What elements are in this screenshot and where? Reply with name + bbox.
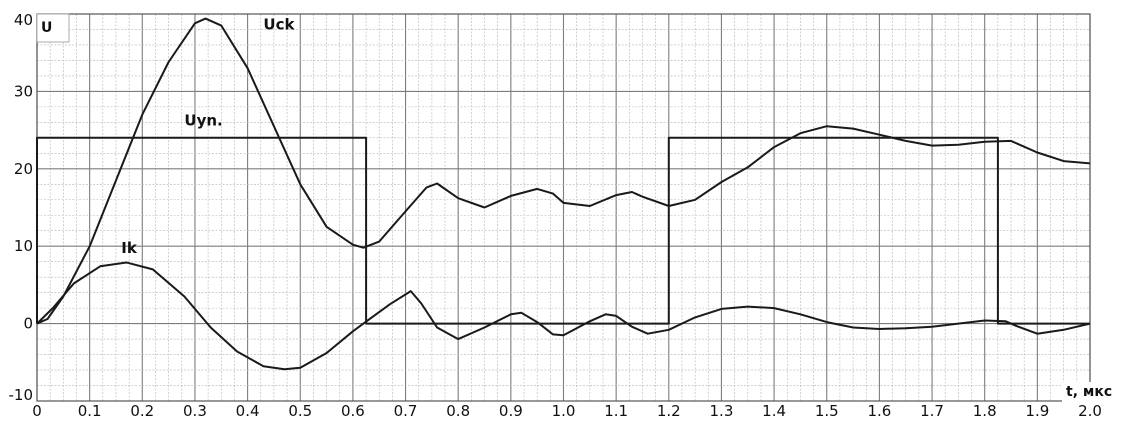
x-tick-label: 1.1 <box>604 402 628 420</box>
x-tick-label: 0.5 <box>288 402 312 420</box>
series-layer <box>36 17 1091 371</box>
x-tick-label: 1.3 <box>710 402 734 420</box>
y-tick-label: -10 <box>9 386 34 404</box>
series-labels: Uck Uyn. Ik <box>121 15 295 257</box>
grid <box>36 13 1091 402</box>
y-tick-label: 10 <box>14 237 33 255</box>
y-tick-label: 30 <box>14 82 33 100</box>
x-tick-label: 1.7 <box>920 402 944 420</box>
y-label-box <box>36 13 70 43</box>
y-tick-label: 20 <box>14 160 33 178</box>
y-tick-label: 40 <box>14 11 33 29</box>
x-tick-label: 0.9 <box>499 402 523 420</box>
x-tick-label: 0.3 <box>183 402 207 420</box>
x-tick-label: 0.6 <box>341 402 365 420</box>
x-tick-label: 1.0 <box>552 402 576 420</box>
x-tick-label: 1.2 <box>657 402 681 420</box>
y-axis-label: U <box>41 20 52 36</box>
x-tick-label: 0.4 <box>236 402 260 420</box>
y-tick-labels: -10 0 10 20 30 40 <box>9 11 34 404</box>
y-tick-label: 0 <box>23 315 33 333</box>
series-label-uyn: Uyn. <box>184 111 222 129</box>
x-axis-label: t, мкс <box>1066 384 1112 400</box>
series-label-uck: Uck <box>263 15 295 33</box>
x-tick-label: 1.4 <box>762 402 786 420</box>
x-tick-label: 2.0 <box>1078 402 1102 420</box>
x-tick-label: 1.8 <box>973 402 997 420</box>
series-line-uyn <box>36 136 1090 325</box>
series-line-ik <box>36 261 1091 371</box>
x-tick-label: 0.7 <box>394 402 418 420</box>
x-tick-label: 1.6 <box>867 402 891 420</box>
x-tick-label: 0.2 <box>130 402 154 420</box>
x-label-box <box>1062 382 1134 404</box>
x-tick-label: 1.9 <box>1025 402 1049 420</box>
x-tick-label: 1.5 <box>815 402 839 420</box>
x-tick-labels: 0 0.1 0.2 0.3 0.4 0.5 0.6 0.7 0.8 0.9 1.0 1.1 1.2 1.3… <box>32 402 1102 420</box>
x-tick-label: 0 <box>32 402 42 420</box>
series-label-ik: Ik <box>121 239 138 257</box>
x-tick-label: 0.8 <box>446 402 470 420</box>
series-line-uck <box>36 17 1091 325</box>
x-tick-label: 0.1 <box>78 402 102 420</box>
